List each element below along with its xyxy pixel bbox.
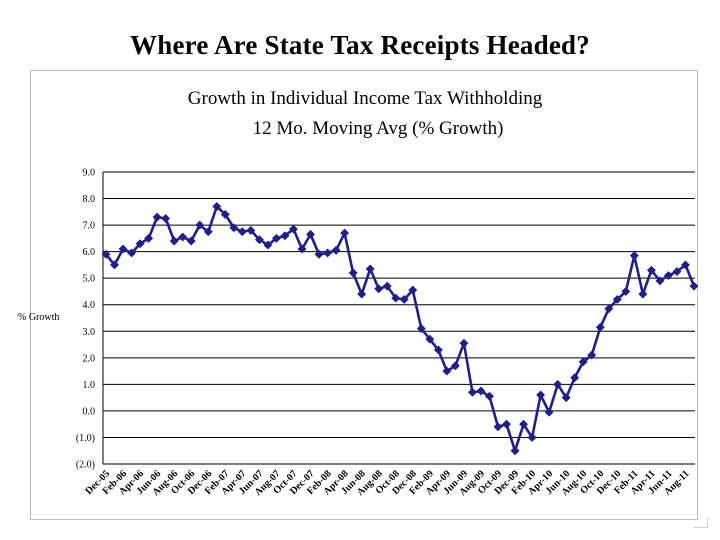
data-point (314, 249, 324, 259)
data-point (416, 324, 426, 334)
slide-title: Where Are State Tax Receipts Headed? (130, 30, 590, 60)
data-point (144, 233, 154, 243)
data-point (433, 345, 443, 355)
data-point (621, 286, 631, 297)
data-point (229, 223, 239, 233)
data-point (501, 419, 512, 429)
data-point (323, 248, 333, 258)
data-point (195, 220, 205, 230)
data-point (178, 232, 188, 242)
data-point (348, 268, 358, 278)
data-point (135, 239, 145, 249)
chart-title: Growth in Individual Income Tax Withhold… (187, 88, 543, 109)
data-point (493, 422, 503, 432)
data-point (399, 294, 409, 304)
data-point (646, 265, 656, 275)
y-tick-label: 8.0 (83, 194, 96, 205)
data-point (161, 213, 171, 224)
data-point (450, 361, 460, 371)
data-point (553, 379, 563, 389)
data-point (442, 366, 452, 376)
data-point (638, 289, 648, 299)
data-point (271, 233, 281, 243)
data-point (263, 240, 273, 250)
data-point (357, 289, 367, 299)
data-point (680, 260, 691, 270)
data-point (561, 393, 571, 403)
data-point (118, 244, 128, 254)
data-point (689, 281, 699, 291)
data-point (127, 248, 137, 258)
data-point (604, 304, 614, 314)
y-tick-label: 4.0 (83, 300, 96, 311)
data-point (595, 322, 605, 332)
data-point (340, 228, 350, 238)
data-point (365, 264, 375, 274)
data-point (425, 334, 435, 344)
data-point (109, 260, 120, 270)
y-tick-label: 2.0 (83, 353, 96, 364)
data-point (629, 251, 639, 261)
data-point (220, 209, 230, 220)
data-point (280, 231, 290, 241)
data-point (578, 357, 588, 367)
data-point (476, 386, 486, 396)
data-point (519, 419, 529, 429)
data-point (254, 235, 264, 245)
y-tick-label: 5.0 (83, 274, 96, 285)
y-tick-label: (1.0) (76, 433, 95, 444)
y-tick-label: 0.0 (83, 406, 96, 417)
data-point (484, 391, 495, 401)
data-point (152, 212, 162, 222)
data-point (297, 244, 307, 254)
data-point (587, 350, 597, 360)
data-point (467, 387, 477, 397)
data-point (655, 276, 665, 286)
series-line (104, 205, 696, 453)
y-tick-label: 7.0 (83, 221, 96, 232)
y-axis-label: % Growth (18, 312, 60, 323)
data-point (237, 227, 247, 237)
data-point (527, 432, 537, 443)
data-point (408, 285, 418, 295)
data-point (663, 270, 673, 281)
data-point (459, 338, 469, 348)
data-point (382, 281, 392, 291)
slide-corner-mark (693, 517, 708, 528)
y-tick-label: 3.0 (83, 327, 96, 338)
data-point (288, 224, 299, 234)
data-point (212, 201, 222, 212)
data-point (570, 373, 580, 383)
data-point (203, 227, 213, 237)
y-tick-label: 1.0 (83, 380, 96, 391)
data-point (672, 266, 682, 277)
y-tick-label: 6.0 (83, 247, 96, 258)
data-point (169, 236, 179, 246)
data-point (101, 249, 111, 259)
data-point (544, 407, 554, 417)
data-point (612, 294, 622, 304)
y-tick-label: (2.0) (76, 460, 95, 471)
data-point (536, 390, 546, 400)
chart-frame (30, 70, 698, 520)
y-tick-label: 9.0 (83, 168, 96, 179)
data-point (305, 229, 316, 239)
data-point (374, 284, 384, 294)
chart-subtitle: 12 Mo. Moving Avg (% Growth) (252, 118, 504, 139)
data-point (510, 446, 520, 456)
data-point (331, 245, 341, 255)
data-point (246, 225, 256, 235)
data-point (391, 293, 401, 303)
data-point (186, 236, 196, 246)
